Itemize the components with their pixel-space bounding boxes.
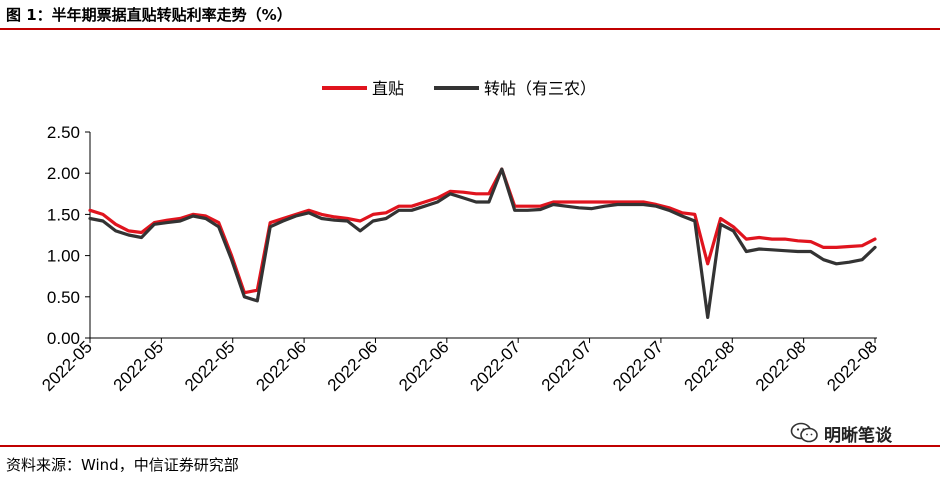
legend-rediscount-label: 转帖（有三农） bbox=[484, 79, 596, 98]
x-tick-label: 2022-05 bbox=[110, 337, 168, 395]
source-rule bbox=[0, 445, 940, 447]
figure-title: 图 1：半年期票据直贴转贴利率走势（%） bbox=[6, 6, 292, 24]
y-tick-label: 1.50 bbox=[47, 205, 80, 224]
y-tick-label: 0.00 bbox=[47, 329, 80, 348]
x-tick-label: 2022-07 bbox=[466, 337, 524, 395]
x-tick-label: 2022-06 bbox=[395, 337, 453, 395]
series-line-direct bbox=[88, 167, 877, 295]
x-tick-label: 2022-08 bbox=[681, 337, 739, 395]
series-line-rediscount bbox=[88, 167, 877, 319]
y-tick-label: 2.50 bbox=[47, 123, 80, 142]
x-tick-label: 2022-06 bbox=[324, 337, 382, 395]
source-note: 资料来源：Wind，中信证券研究部 bbox=[6, 456, 239, 474]
watermark: 明晰笔谈 bbox=[790, 418, 892, 448]
x-tick-label: 2022-07 bbox=[538, 337, 596, 395]
legend-direct-label: 直贴 bbox=[372, 79, 404, 98]
x-tick-label: 2022-05 bbox=[181, 337, 239, 395]
y-tick-label: 1.00 bbox=[47, 247, 80, 266]
x-tick-label: 2022-08 bbox=[752, 337, 810, 395]
title-underline bbox=[0, 28, 940, 30]
x-tick-label: 2022-06 bbox=[252, 337, 310, 395]
watermark-text: 明晰笔谈 bbox=[824, 425, 892, 446]
wechat-icon bbox=[790, 422, 818, 443]
x-tick-label: 2022-07 bbox=[609, 337, 667, 395]
y-tick-label: 0.50 bbox=[47, 288, 80, 307]
x-tick-label: 2022-08 bbox=[823, 337, 881, 395]
y-tick-label: 2.00 bbox=[47, 164, 80, 183]
